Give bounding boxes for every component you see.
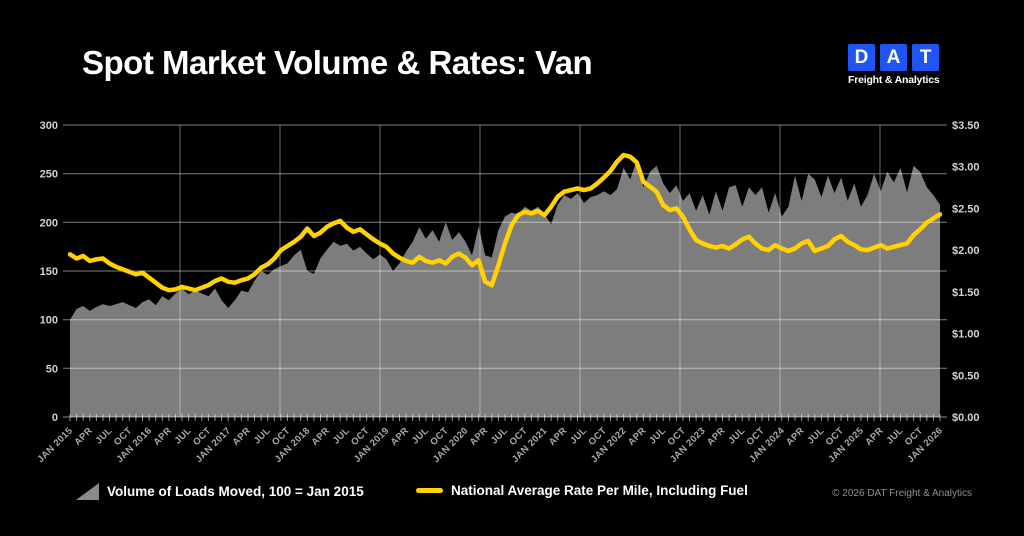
svg-text:JUL: JUL: [252, 425, 273, 446]
svg-text:300: 300: [40, 120, 58, 132]
svg-text:$3.50: $3.50: [952, 120, 980, 132]
dat-logo-squares: D A T: [848, 44, 940, 71]
svg-text:JUL: JUL: [94, 425, 115, 446]
chart-legend: Volume of Loads Moved, 100 = Jan 2015 Na…: [0, 483, 1024, 507]
svg-text:APR: APR: [784, 425, 807, 448]
svg-text:APR: APR: [231, 425, 254, 448]
svg-text:JUL: JUL: [489, 425, 510, 446]
copyright-text: © 2026 DAT Freight & Analytics: [832, 488, 972, 499]
svg-text:APR: APR: [468, 425, 491, 448]
legend-item-rate: National Average Rate Per Mile, Includin…: [416, 483, 748, 498]
svg-text:APR: APR: [72, 425, 95, 448]
svg-text:JUL: JUL: [410, 425, 431, 446]
svg-text:APR: APR: [547, 425, 570, 448]
svg-text:APR: APR: [389, 425, 412, 448]
svg-text:$2.00: $2.00: [952, 245, 980, 257]
logo-subtitle: Freight & Analytics: [848, 74, 940, 86]
svg-text:JUL: JUL: [885, 425, 906, 446]
legend-rate-label: National Average Rate Per Mile, Includin…: [451, 483, 748, 498]
legend-item-volume: Volume of Loads Moved, 100 = Jan 2015: [76, 483, 364, 500]
svg-text:$2.50: $2.50: [952, 203, 980, 215]
logo-letter-t: T: [912, 44, 939, 71]
svg-text:JUL: JUL: [647, 425, 668, 446]
svg-text:APR: APR: [705, 425, 728, 448]
logo-letter-d: D: [848, 44, 875, 71]
svg-text:JAN 2015: JAN 2015: [35, 425, 75, 465]
svg-text:50: 50: [46, 363, 58, 375]
area-swatch-icon: [76, 483, 99, 500]
svg-text:250: 250: [40, 169, 58, 181]
page-title: Spot Market Volume & Rates: Van: [82, 44, 593, 81]
svg-text:$0.00: $0.00: [952, 412, 980, 424]
svg-text:APR: APR: [151, 425, 174, 448]
svg-text:APR: APR: [310, 425, 333, 448]
svg-text:$1.00: $1.00: [952, 329, 980, 341]
svg-text:$3.00: $3.00: [952, 162, 980, 174]
svg-text:$0.50: $0.50: [952, 370, 980, 382]
svg-text:0: 0: [52, 412, 58, 424]
svg-text:$1.50: $1.50: [952, 287, 980, 299]
svg-text:200: 200: [40, 217, 58, 229]
line-swatch-icon: [416, 488, 443, 493]
svg-text:100: 100: [40, 315, 58, 327]
svg-text:APR: APR: [626, 425, 649, 448]
svg-text:JUL: JUL: [173, 425, 194, 446]
svg-text:APR: APR: [863, 425, 886, 448]
svg-text:JUL: JUL: [805, 425, 826, 446]
legend-volume-label: Volume of Loads Moved, 100 = Jan 2015: [107, 484, 364, 499]
svg-text:JUL: JUL: [331, 425, 352, 446]
dat-logo: D A T Freight & Analytics: [848, 44, 940, 86]
svg-text:JUL: JUL: [726, 425, 747, 446]
svg-text:JUL: JUL: [568, 425, 589, 446]
svg-text:150: 150: [40, 266, 58, 278]
logo-letter-a: A: [880, 44, 907, 71]
